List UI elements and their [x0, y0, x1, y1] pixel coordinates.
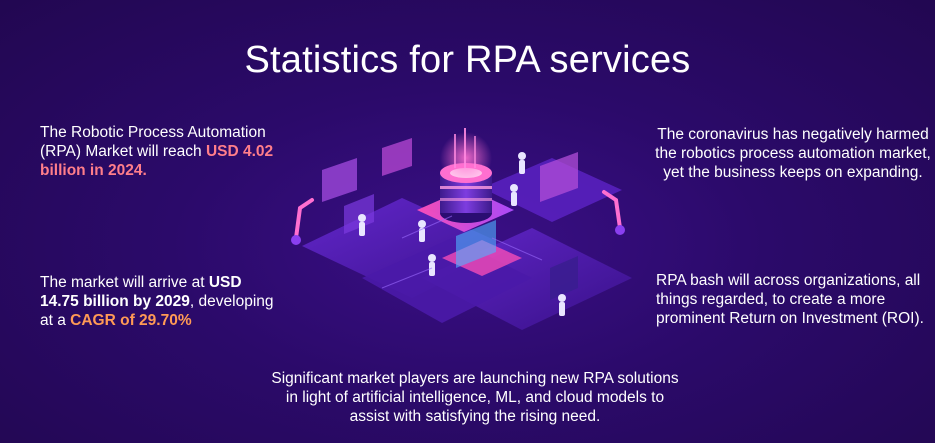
stat-cagr-highlight: CAGR of 29.70%	[70, 312, 192, 329]
stat-market-2029-highlight: USD 14.75 billion by 2029	[40, 274, 242, 310]
stat-market-players: Significant market players are launching…	[271, 370, 679, 425]
isometric-rpa-robots-illustration-icon	[291, 128, 632, 330]
stat-market-2024-text: The Robotic Process Automation (RPA) Mar…	[40, 124, 266, 160]
stat-market-2029-text: The market will arrive at	[40, 274, 209, 291]
stat-market-2029-middle: , developing at a	[40, 293, 274, 329]
stat-market-2029: The market will arrive at USD 14.75 bill…	[40, 273, 280, 330]
stat-coronavirus: The coronavirus has negatively harmed th…	[655, 126, 931, 181]
stat-market-2024: The Robotic Process Automation (RPA) Mar…	[40, 123, 280, 180]
stat-roi: RPA bash will across organizations, all …	[656, 272, 924, 327]
stat-market-2024-highlight: USD 4.02 billion in 2024.	[40, 143, 274, 179]
page-title: Statistics for RPA services	[244, 39, 691, 82]
